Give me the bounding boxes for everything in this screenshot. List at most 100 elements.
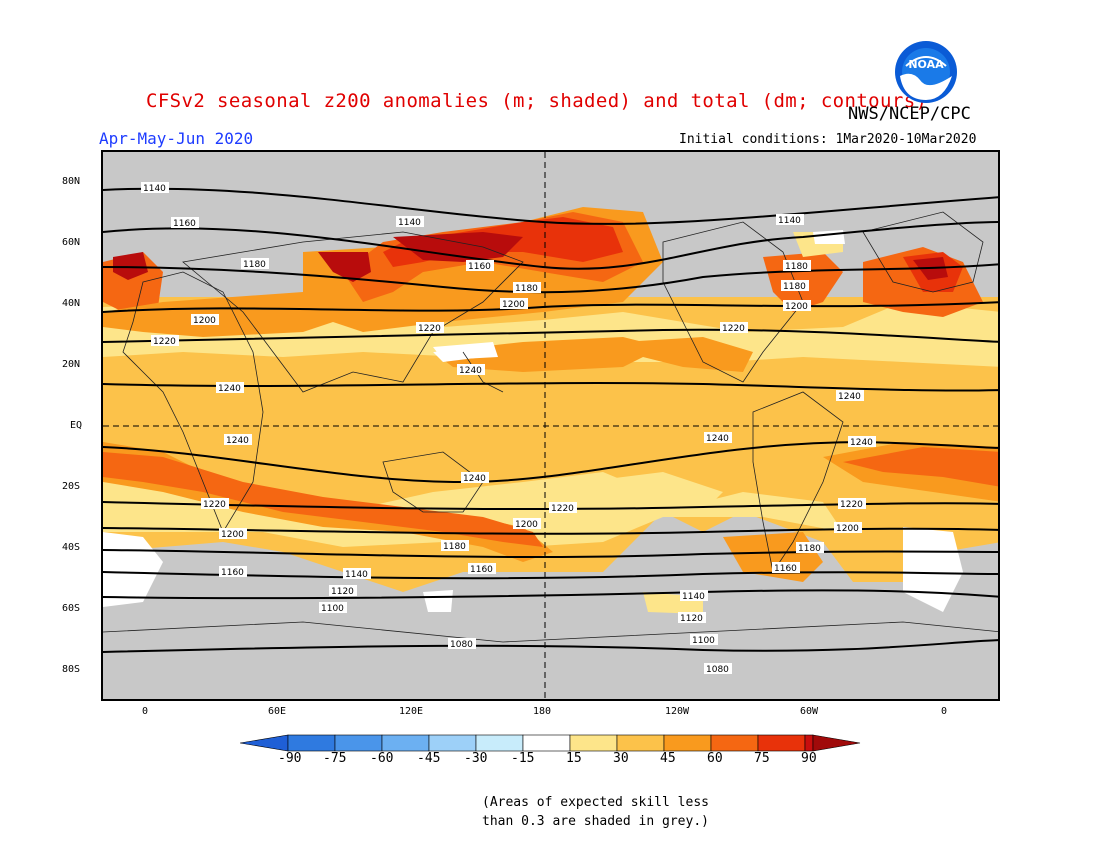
lon-label: 120E [399, 706, 424, 717]
contour-label: 1140 [682, 592, 705, 602]
colorbar-box [334, 734, 383, 752]
colorbar-label: -45 [417, 751, 441, 766]
anomaly-white-nh [813, 230, 845, 244]
contour-label: 1120 [680, 614, 703, 624]
lat-label: 20N [62, 359, 81, 370]
lat-label: 60N [62, 237, 81, 248]
contour-labels: 1140 1140 1140 1160 1160 1180 1180 1180 … [141, 182, 876, 675]
anomaly-nh-west-90 [113, 252, 148, 280]
colorbar-label: 60 [707, 751, 723, 766]
logo-text: NOAA [908, 58, 944, 71]
skill-note-line: (Areas of expected skill less [482, 795, 709, 810]
contour-label: 1200 [515, 520, 538, 530]
contour-label: 1160 [774, 564, 797, 574]
anomaly-nh-pacific-90b [318, 252, 371, 282]
colorbar-label: 45 [660, 751, 676, 766]
contour-label: 1220 [722, 324, 745, 334]
lon-label: 60E [268, 706, 287, 717]
contour-label: 1240 [218, 384, 241, 394]
anomaly-band-45 [103, 442, 553, 562]
lat-label: 80S [62, 664, 81, 675]
contour-label: 1200 [785, 302, 808, 312]
colorbar-box [804, 734, 814, 752]
initial-conditions-label: Initial conditions: 1Mar2020-10Mar2020 [679, 132, 977, 147]
colorbar-box [663, 734, 712, 752]
anomaly-white-pac2 [433, 342, 498, 360]
colorbar-box [381, 734, 430, 752]
lat-label: EQ [70, 420, 83, 431]
contour-label: 1240 [838, 392, 861, 402]
lon-label: 0 [941, 706, 948, 717]
colorbar-label: -60 [370, 751, 394, 766]
colorbar-box [757, 734, 806, 752]
anomaly-nh-45-band [103, 292, 363, 337]
anomaly-patch-15-southpac [583, 472, 723, 512]
lon-label: 0 [142, 706, 149, 717]
anomaly-nh-pacific-90a [393, 232, 523, 262]
colorbar-box [710, 734, 759, 752]
contour-label: 1180 [443, 542, 466, 552]
contour-label: 1180 [243, 260, 266, 270]
colorbar-box [616, 734, 665, 752]
contour-label: 1220 [203, 500, 226, 510]
lat-label: 20S [62, 481, 81, 492]
contour-label: 1100 [321, 604, 344, 614]
contour-label: 1160 [173, 219, 196, 229]
contour-label: 1200 [221, 530, 244, 540]
contour-label: 1240 [463, 474, 486, 484]
height-contours [103, 187, 998, 653]
anomaly-white-sh2 [903, 527, 963, 612]
anomaly-patch-45-caribbean [623, 337, 753, 372]
colorbar-arrow-left [240, 734, 289, 752]
anomaly-band-60-southatl [843, 447, 998, 487]
colorbar-box [522, 734, 571, 752]
contour-label: 1140 [143, 184, 166, 194]
chart-title: CFSv2 seasonal z200 anomalies (m; shaded… [146, 90, 928, 112]
contour-label: 1220 [418, 324, 441, 334]
contour-label: 1180 [798, 544, 821, 554]
lat-label: 80N [62, 176, 81, 187]
colorbar-box [287, 734, 336, 752]
contour-label: 1180 [783, 282, 806, 292]
colorbar-label: -15 [511, 751, 535, 766]
skill-note: (Areas of expected skill less than 0.3 a… [482, 793, 709, 831]
contour-label: 1240 [706, 434, 729, 444]
lon-label: 60W [800, 706, 819, 717]
colorbar-box [569, 734, 618, 752]
colorbar-label: -90 [278, 751, 302, 766]
contour-label: 1140 [398, 218, 421, 228]
contour-label: 1240 [850, 438, 873, 448]
contour-label: 1140 [345, 570, 368, 580]
skill-note-line: than 0.3 are shaded in grey.) [482, 814, 709, 829]
lat-label: 40S [62, 542, 81, 553]
contour-label: 1220 [551, 504, 574, 514]
contour-label: 1200 [502, 300, 525, 310]
contour-label: 1200 [836, 524, 859, 534]
colorbar-box [428, 734, 477, 752]
colorbar-box [475, 734, 524, 752]
season-label: Apr-May-Jun 2020 [99, 129, 254, 148]
contour-label: 1160 [221, 568, 244, 578]
lon-label: 180 [533, 706, 552, 717]
contour-label: 1220 [840, 500, 863, 510]
anomaly-band-60-indian [103, 452, 543, 547]
contour-label: 1200 [193, 316, 216, 326]
contour-label: 1220 [153, 337, 176, 347]
contour-label: 1080 [706, 665, 729, 675]
colorbar-label: 75 [754, 751, 770, 766]
contour-label: 1180 [785, 262, 808, 272]
contour-label: 1100 [692, 636, 715, 646]
contour-label: 1160 [468, 262, 491, 272]
anomaly-map: 1140 1140 1140 1160 1160 1180 1180 1180 … [103, 152, 998, 699]
anomaly-white-sh3 [423, 590, 453, 612]
contour-label: 1180 [515, 284, 538, 294]
colorbar-label: 15 [566, 751, 582, 766]
contour-label: 1240 [459, 366, 482, 376]
colorbar-label: 90 [801, 751, 817, 766]
colorbar-arrow-right [812, 734, 861, 752]
contour-label: 1120 [331, 587, 354, 597]
colorbar-label: -30 [464, 751, 488, 766]
agency-label: NWS/NCEP/CPC [848, 104, 971, 124]
noaa-logo-icon: NOAA [895, 41, 957, 103]
contour-label: 1240 [226, 436, 249, 446]
